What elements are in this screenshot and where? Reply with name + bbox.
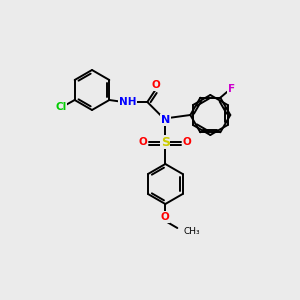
Text: N: N	[161, 115, 170, 125]
Text: S: S	[161, 136, 170, 148]
Text: O: O	[183, 137, 192, 147]
Text: Cl: Cl	[55, 102, 66, 112]
Text: O: O	[152, 80, 161, 90]
Text: NH: NH	[118, 97, 136, 107]
Text: CH₃: CH₃	[183, 226, 200, 236]
Text: F: F	[228, 84, 235, 94]
Text: O: O	[161, 212, 170, 222]
Text: O: O	[139, 137, 148, 147]
